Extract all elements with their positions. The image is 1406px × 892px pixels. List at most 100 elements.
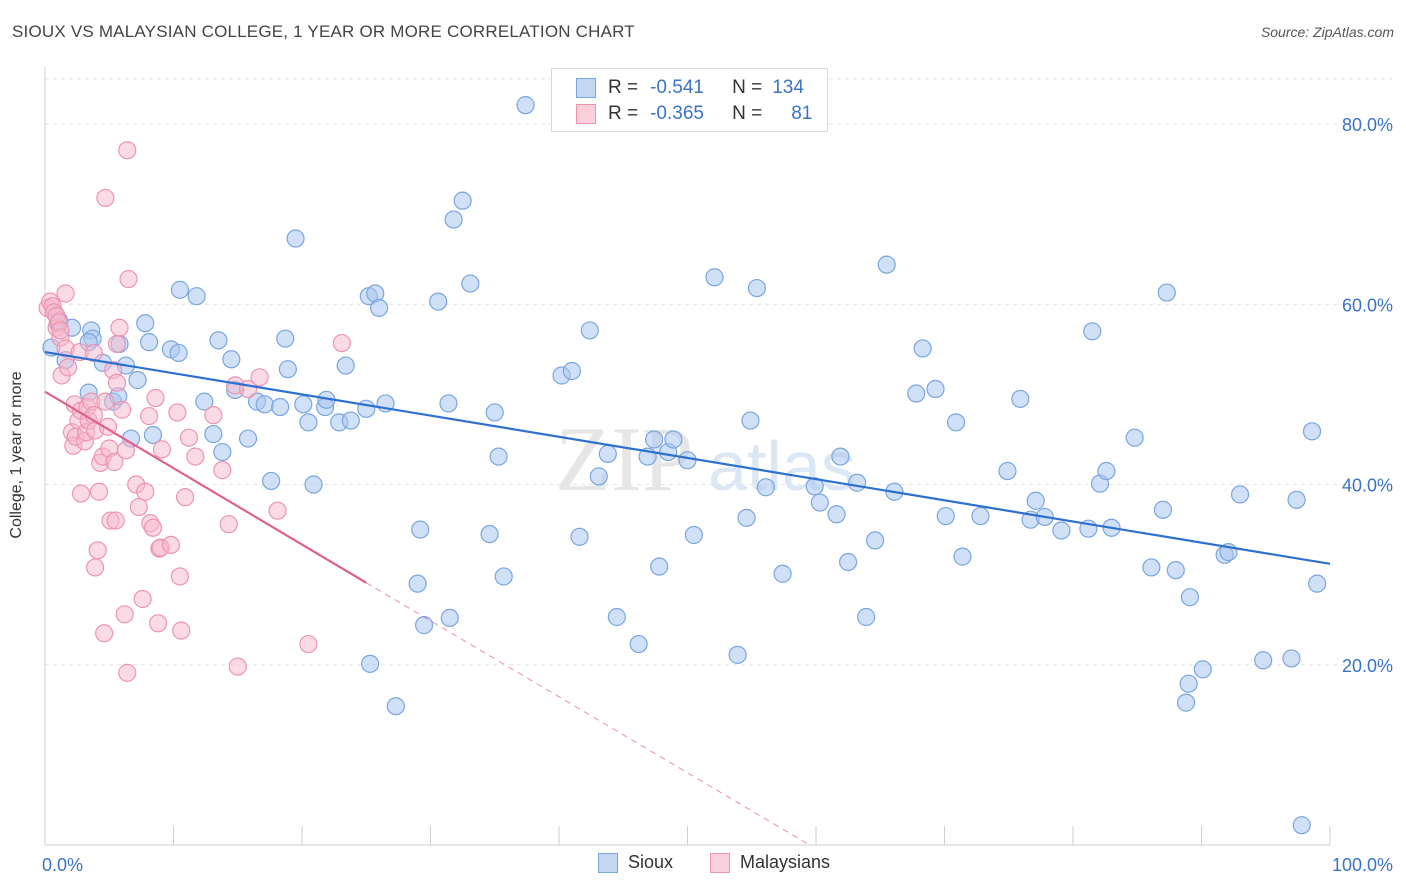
sioux-point (209, 331, 228, 350)
sioux-point (444, 210, 463, 229)
malaysians-point (170, 567, 190, 586)
malaysians-point (161, 535, 181, 555)
sioux-point (1287, 490, 1306, 509)
malaysians-point (106, 511, 125, 530)
sioux-point (304, 475, 323, 494)
sioux-point (747, 278, 766, 298)
sioux-point (607, 607, 626, 627)
malaysians-point (299, 634, 318, 654)
sioux-point (213, 442, 232, 462)
malaysians-trend-line (44, 390, 367, 584)
legend-row-malaysians: R = -0.365 N = 81 (576, 102, 812, 126)
sioux-point (357, 399, 376, 418)
sioux-point (705, 268, 724, 287)
sioux-point (827, 505, 846, 524)
sioux-point (187, 287, 206, 306)
malaysians-point (175, 488, 195, 507)
malaysians-point (112, 400, 132, 419)
sioux-point (485, 403, 504, 422)
sioux-point (429, 292, 448, 311)
malaysians-point (139, 406, 159, 426)
sioux-point (1302, 422, 1322, 441)
sioux-point (913, 339, 932, 358)
bottom-legend-malaysians: Malaysians (710, 852, 830, 873)
sioux-point (857, 607, 876, 627)
malaysians-point (129, 497, 148, 517)
sioux-point (684, 525, 704, 545)
sioux-point (408, 574, 427, 593)
sioux-point (1292, 816, 1311, 835)
sioux-point (1166, 561, 1185, 580)
sioux-point (1254, 651, 1273, 670)
sioux-swatch (598, 852, 618, 873)
sioux-point (562, 361, 581, 381)
malaysians-point (118, 141, 137, 160)
sioux-point (728, 645, 747, 664)
sioux-point (570, 527, 589, 546)
sioux-point (1125, 428, 1144, 447)
sioux-point (741, 411, 760, 430)
sioux-point (971, 506, 990, 526)
sioux-point (136, 314, 155, 333)
sioux-point (1282, 649, 1301, 668)
sioux-point (1083, 322, 1102, 341)
sioux-point (644, 430, 664, 449)
legend-r-value: -0.541 (650, 77, 704, 98)
malaysians-point (115, 605, 134, 624)
sioux-swatch (576, 78, 596, 98)
legend-r-label: R = (608, 77, 639, 98)
malaysians-trend-extension (365, 582, 810, 846)
malaysians-point (228, 657, 247, 676)
sioux-point (414, 616, 434, 635)
correlation-legend: R = -0.541 N = 134 R = -0.365 N = 81 (551, 68, 828, 132)
legend-n-value: 81 (791, 103, 813, 124)
legend-n-label: N = (732, 77, 763, 98)
sioux-point (580, 321, 599, 340)
sioux-trend-line (44, 350, 1331, 565)
sioux-point (341, 411, 360, 430)
sioux-point (946, 413, 966, 432)
sioux-point (1157, 283, 1176, 302)
sioux-point (1097, 461, 1116, 481)
sioux-point (370, 298, 389, 317)
sioux-point (286, 229, 305, 248)
sioux-point (877, 255, 896, 274)
sioux-point (907, 384, 926, 403)
malaysians-swatch (576, 104, 596, 124)
sioux-point (489, 447, 508, 466)
malaysians-point (88, 541, 107, 560)
sioux-point (461, 274, 480, 293)
sioux-point (294, 395, 313, 414)
malaysians-point (107, 373, 127, 392)
malaysians-point (71, 484, 91, 503)
y-tick-label: 80.0% (1342, 115, 1393, 135)
sioux-point (204, 424, 223, 444)
sioux-point (1052, 521, 1071, 540)
sioux-point (299, 413, 318, 432)
malaysians-point (56, 284, 75, 303)
malaysians-point (84, 343, 103, 363)
malaysians-point (118, 663, 137, 682)
sioux-point (664, 430, 683, 449)
malaysians-point (110, 318, 129, 337)
sioux-point (278, 360, 297, 379)
sioux-point (440, 608, 459, 628)
sioux-point (494, 567, 513, 586)
sioux-point (1142, 558, 1161, 577)
sioux-point (756, 478, 775, 497)
malaysians-point (268, 501, 287, 520)
sioux-point (516, 96, 535, 115)
sioux-point (839, 552, 858, 572)
malaysians-point (148, 614, 168, 633)
sioux-point (411, 520, 430, 539)
malaysians-point (146, 388, 165, 408)
malaysians-point (136, 482, 155, 501)
malaysians-point (105, 452, 124, 472)
sioux-point (926, 379, 945, 399)
sioux-point (139, 333, 159, 352)
sioux-point (598, 444, 617, 463)
malaysians-point (119, 269, 138, 289)
sioux-point (810, 493, 829, 512)
legend-n-value: 134 (772, 77, 804, 98)
